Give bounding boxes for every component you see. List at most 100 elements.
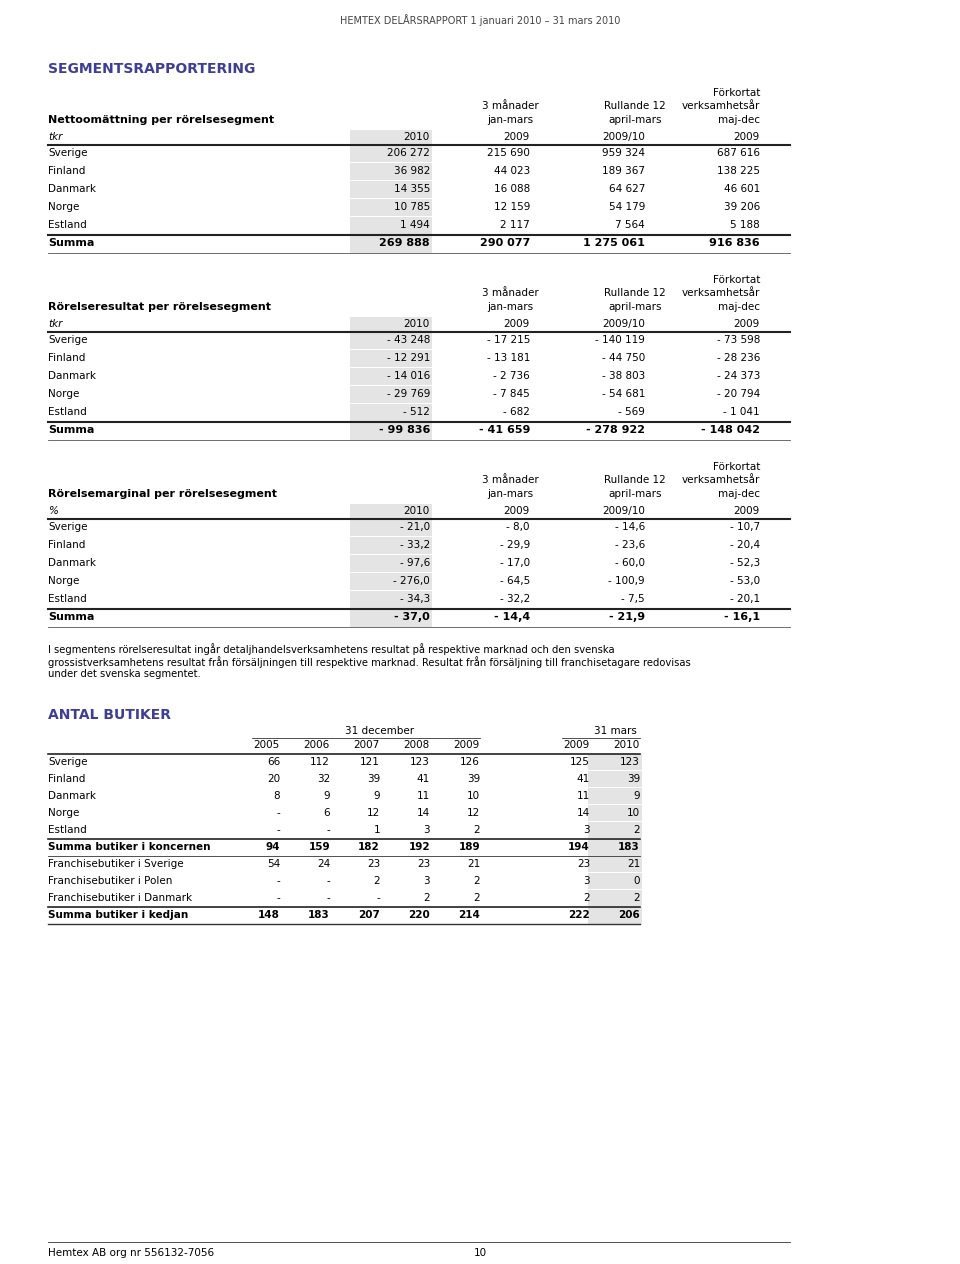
Text: SEGMENTSRAPPORTERING: SEGMENTSRAPPORTERING	[48, 62, 255, 76]
Text: ANTAL BUTIKER: ANTAL BUTIKER	[48, 708, 171, 722]
Text: Rullande 12: Rullande 12	[604, 288, 666, 298]
Bar	[588, 787, 642, 804]
Text: - 148 042: - 148 042	[701, 425, 760, 435]
Text: 23: 23	[417, 860, 430, 870]
Text: - 20 794: - 20 794	[717, 389, 760, 399]
Text: Danmark: Danmark	[48, 791, 96, 801]
Text: 290 077: 290 077	[480, 238, 530, 248]
Text: 2009/10: 2009/10	[602, 319, 645, 329]
Bar	[350, 520, 432, 536]
Text: Sverige: Sverige	[48, 335, 87, 345]
Bar	[350, 537, 432, 554]
Text: 207: 207	[358, 910, 380, 920]
Text: Nettoomättning per rörelsesegment: Nettoomättning per rörelsesegment	[48, 115, 275, 125]
Text: 125: 125	[570, 757, 590, 767]
Text: Sverige: Sverige	[48, 148, 87, 158]
Text: 9: 9	[634, 791, 640, 801]
Text: - 34,3: - 34,3	[399, 594, 430, 604]
Text: verksamhetsår: verksamhetsår	[682, 475, 760, 485]
Text: - 43 248: - 43 248	[387, 335, 430, 345]
Bar	[350, 163, 432, 179]
Text: 0: 0	[634, 876, 640, 886]
Text: - 569: - 569	[618, 407, 645, 417]
Text: - 682: - 682	[503, 407, 530, 417]
Text: 220: 220	[408, 910, 430, 920]
Text: jan-mars: jan-mars	[487, 489, 533, 499]
Text: maj-dec: maj-dec	[718, 302, 760, 312]
Bar	[350, 145, 432, 162]
Bar	[350, 573, 432, 590]
Text: under det svenska segmentet.: under det svenska segmentet.	[48, 669, 201, 679]
Text: - 24 373: - 24 373	[716, 372, 760, 380]
Text: - 2 736: - 2 736	[493, 372, 530, 380]
Text: - 60,0: - 60,0	[615, 557, 645, 568]
Bar	[588, 822, 642, 838]
Text: -: -	[276, 825, 280, 836]
Text: Franchisebutiker i Danmark: Franchisebutiker i Danmark	[48, 892, 192, 902]
Text: - 64,5: - 64,5	[500, 576, 530, 586]
Text: 3: 3	[423, 825, 430, 836]
Text: 2010: 2010	[404, 319, 430, 329]
Text: - 97,6: - 97,6	[399, 557, 430, 568]
Text: 6: 6	[324, 808, 330, 818]
Text: 194: 194	[568, 842, 590, 852]
Bar	[588, 908, 642, 924]
Text: 3 månader: 3 månader	[482, 288, 539, 298]
Text: - 276,0: - 276,0	[394, 576, 430, 586]
Text: - 41 659: - 41 659	[479, 425, 530, 435]
Text: - 12 291: - 12 291	[387, 353, 430, 363]
Text: 12 159: 12 159	[493, 202, 530, 212]
Text: 2010: 2010	[613, 739, 640, 750]
Text: 66: 66	[267, 757, 280, 767]
Bar	[350, 181, 432, 198]
Text: 14: 14	[417, 808, 430, 818]
Text: 3: 3	[584, 825, 590, 836]
Bar	[588, 805, 642, 822]
Text: 182: 182	[358, 842, 380, 852]
Text: 11: 11	[417, 791, 430, 801]
Text: -: -	[326, 892, 330, 902]
Text: Sverige: Sverige	[48, 757, 87, 767]
Text: Summa butiker i kedjan: Summa butiker i kedjan	[48, 910, 188, 920]
Text: Rullande 12: Rullande 12	[604, 475, 666, 485]
Text: - 29,9: - 29,9	[500, 540, 530, 550]
Text: - 32,2: - 32,2	[500, 594, 530, 604]
Text: 112: 112	[310, 757, 330, 767]
Text: 2: 2	[473, 825, 480, 836]
Text: - 13 181: - 13 181	[487, 353, 530, 363]
Text: 183: 183	[308, 910, 330, 920]
Text: 192: 192	[408, 842, 430, 852]
Text: 206 272: 206 272	[387, 148, 430, 158]
Text: Finland: Finland	[48, 166, 85, 176]
Text: april-mars: april-mars	[609, 489, 661, 499]
Text: 9: 9	[373, 791, 380, 801]
Text: - 52,3: - 52,3	[730, 557, 760, 568]
Text: - 10,7: - 10,7	[730, 522, 760, 532]
Text: 39: 39	[367, 774, 380, 784]
Text: 44 023: 44 023	[493, 166, 530, 176]
Text: tkr: tkr	[48, 131, 62, 142]
Text: Förkortat: Förkortat	[712, 88, 760, 99]
Text: 2009: 2009	[504, 319, 530, 329]
Text: 9: 9	[324, 791, 330, 801]
Text: 21: 21	[467, 860, 480, 870]
Text: 2009: 2009	[733, 319, 760, 329]
Text: - 99 836: - 99 836	[378, 425, 430, 435]
Text: 2: 2	[473, 892, 480, 902]
Text: 2009: 2009	[504, 131, 530, 142]
Text: 126: 126	[460, 757, 480, 767]
Bar	[350, 332, 432, 349]
Text: - 7,5: - 7,5	[621, 594, 645, 604]
Text: - 17 215: - 17 215	[487, 335, 530, 345]
Text: 14 355: 14 355	[394, 185, 430, 193]
Text: - 38 803: - 38 803	[602, 372, 645, 380]
Text: 1 494: 1 494	[400, 220, 430, 230]
Text: Finland: Finland	[48, 540, 85, 550]
Text: 54 179: 54 179	[609, 202, 645, 212]
Text: 3 månader: 3 månader	[482, 475, 539, 485]
Text: verksamhetsår: verksamhetsår	[682, 101, 760, 111]
Text: 123: 123	[410, 757, 430, 767]
Text: I segmentens rörelseresultat ingår detaljhandelsverksamhetens resultat på respek: I segmentens rörelseresultat ingår detal…	[48, 643, 614, 655]
Bar	[350, 504, 432, 520]
Text: 2: 2	[634, 892, 640, 902]
